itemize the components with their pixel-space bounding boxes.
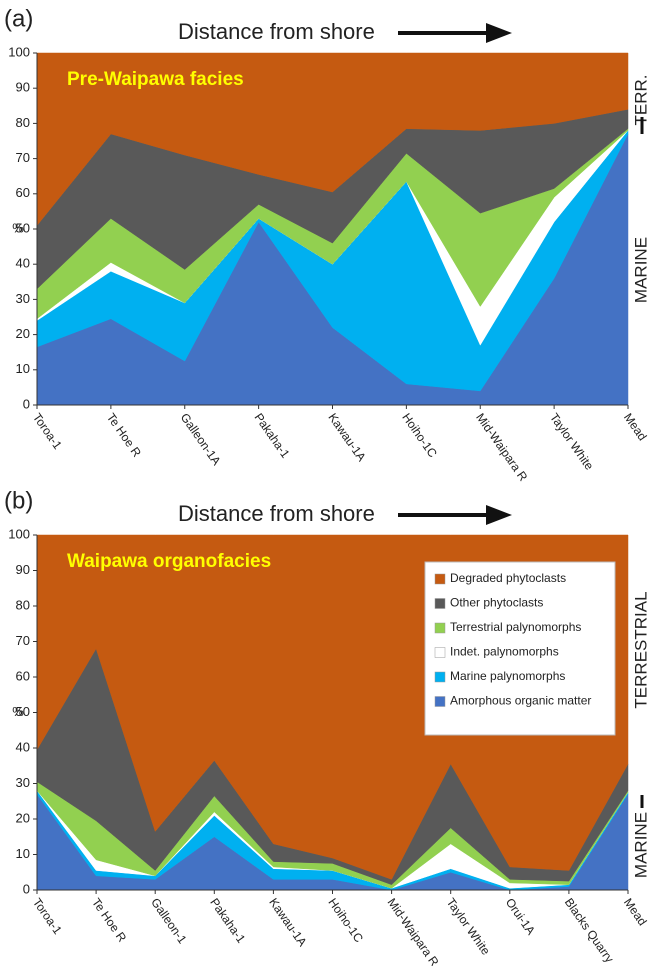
x-tick-label: Te Hoe R xyxy=(89,896,129,945)
x-tick-label: Mid-Waipara R xyxy=(385,896,442,966)
x-tick-label: Mid-Waipara R xyxy=(473,411,530,484)
y-tick-label: 100 xyxy=(8,526,30,541)
arrow-head xyxy=(486,505,512,525)
x-axis-title: Distance from shore xyxy=(178,501,375,526)
y-tick-label: 60 xyxy=(16,668,30,683)
y-tick-label: 40 xyxy=(16,739,30,754)
y-axis-title: % xyxy=(12,220,24,235)
side-label: TERR. xyxy=(631,75,650,126)
legend-label: Other phytoclasts xyxy=(450,596,543,610)
x-tick-label: Kawau-1A xyxy=(325,411,368,464)
chart-title: Waipawa organofacies xyxy=(67,551,271,572)
y-tick-label: 60 xyxy=(16,185,30,200)
x-tick-label: Galleon-1A xyxy=(178,411,224,468)
y-tick-label: 10 xyxy=(16,846,30,861)
x-tick-label: Hoiho-1C xyxy=(399,411,440,461)
y-tick-label: 80 xyxy=(16,115,30,130)
x-tick-label: Orui-1A xyxy=(503,896,538,938)
x-tick-label: Kawau-1A xyxy=(266,896,309,949)
y-tick-label: 0 xyxy=(23,881,30,896)
y-tick-label: 90 xyxy=(16,80,30,95)
legend-swatch xyxy=(434,598,446,609)
side-label: TERRESTRIAL xyxy=(631,591,650,708)
chart-title: Pre-Waipawa facies xyxy=(67,69,244,90)
x-tick-label: Mead xyxy=(621,896,650,929)
panel-label: (b) xyxy=(4,487,33,514)
x-tick-label: Pakaha-1 xyxy=(252,411,293,461)
arrow-head xyxy=(486,23,512,43)
y-tick-label: 20 xyxy=(16,326,30,341)
legend-swatch xyxy=(434,573,446,585)
x-tick-label: Mead xyxy=(621,411,650,444)
x-tick-label: Taylor White xyxy=(444,896,494,958)
y-tick-label: 50 xyxy=(16,220,30,235)
legend-label: Degraded phytoclasts xyxy=(450,571,566,585)
legend-swatch xyxy=(434,647,446,658)
y-tick-label: 80 xyxy=(16,597,30,612)
side-label: MARINE xyxy=(631,237,650,303)
y-tick-label: 50 xyxy=(16,704,30,719)
x-tick-label: Pakaha-1 xyxy=(207,896,248,946)
legend-label: Terrestrial palynomorphs xyxy=(450,620,581,634)
x-axis-title: Distance from shore xyxy=(178,19,375,44)
y-tick-label: 70 xyxy=(16,633,30,648)
y-axis-title: % xyxy=(12,704,24,719)
y-tick-label: 90 xyxy=(16,562,30,577)
x-tick-label: Te Hoe R xyxy=(104,411,144,460)
side-label: MARINE xyxy=(631,812,650,878)
legend-swatch xyxy=(434,696,446,707)
legend-swatch xyxy=(434,622,446,634)
y-tick-label: 10 xyxy=(16,361,30,376)
legend-swatch xyxy=(434,671,446,683)
y-tick-label: 30 xyxy=(16,291,30,306)
x-tick-label: Galleon-1 xyxy=(148,896,189,947)
y-tick-label: 70 xyxy=(16,150,30,165)
legend-label: Marine palynomorphs xyxy=(450,669,565,683)
legend-label: Amorphous organic matter xyxy=(450,694,591,708)
legend-box xyxy=(424,561,616,736)
y-tick-label: 30 xyxy=(16,775,30,790)
y-tick-label: 100 xyxy=(8,44,30,59)
x-tick-label: Taylor White xyxy=(547,411,597,473)
panel-label: (a) xyxy=(4,5,33,32)
area xyxy=(36,52,629,227)
legend: Degraded phytoclasts Other phytoclasts Ter… xyxy=(424,561,616,736)
y-tick-label: 40 xyxy=(16,256,30,271)
y-tick-label: 20 xyxy=(16,810,30,825)
x-tick-label: Toroa-1 xyxy=(30,411,65,453)
y-tick-label: 0 xyxy=(23,396,30,411)
legend-label: Indet. palynomorphs xyxy=(450,645,559,659)
x-tick-label: Toroa-1 xyxy=(30,896,65,938)
x-tick-label: Blacks Quarry xyxy=(562,896,617,966)
x-tick-label: Hoiho-1C xyxy=(325,896,366,946)
